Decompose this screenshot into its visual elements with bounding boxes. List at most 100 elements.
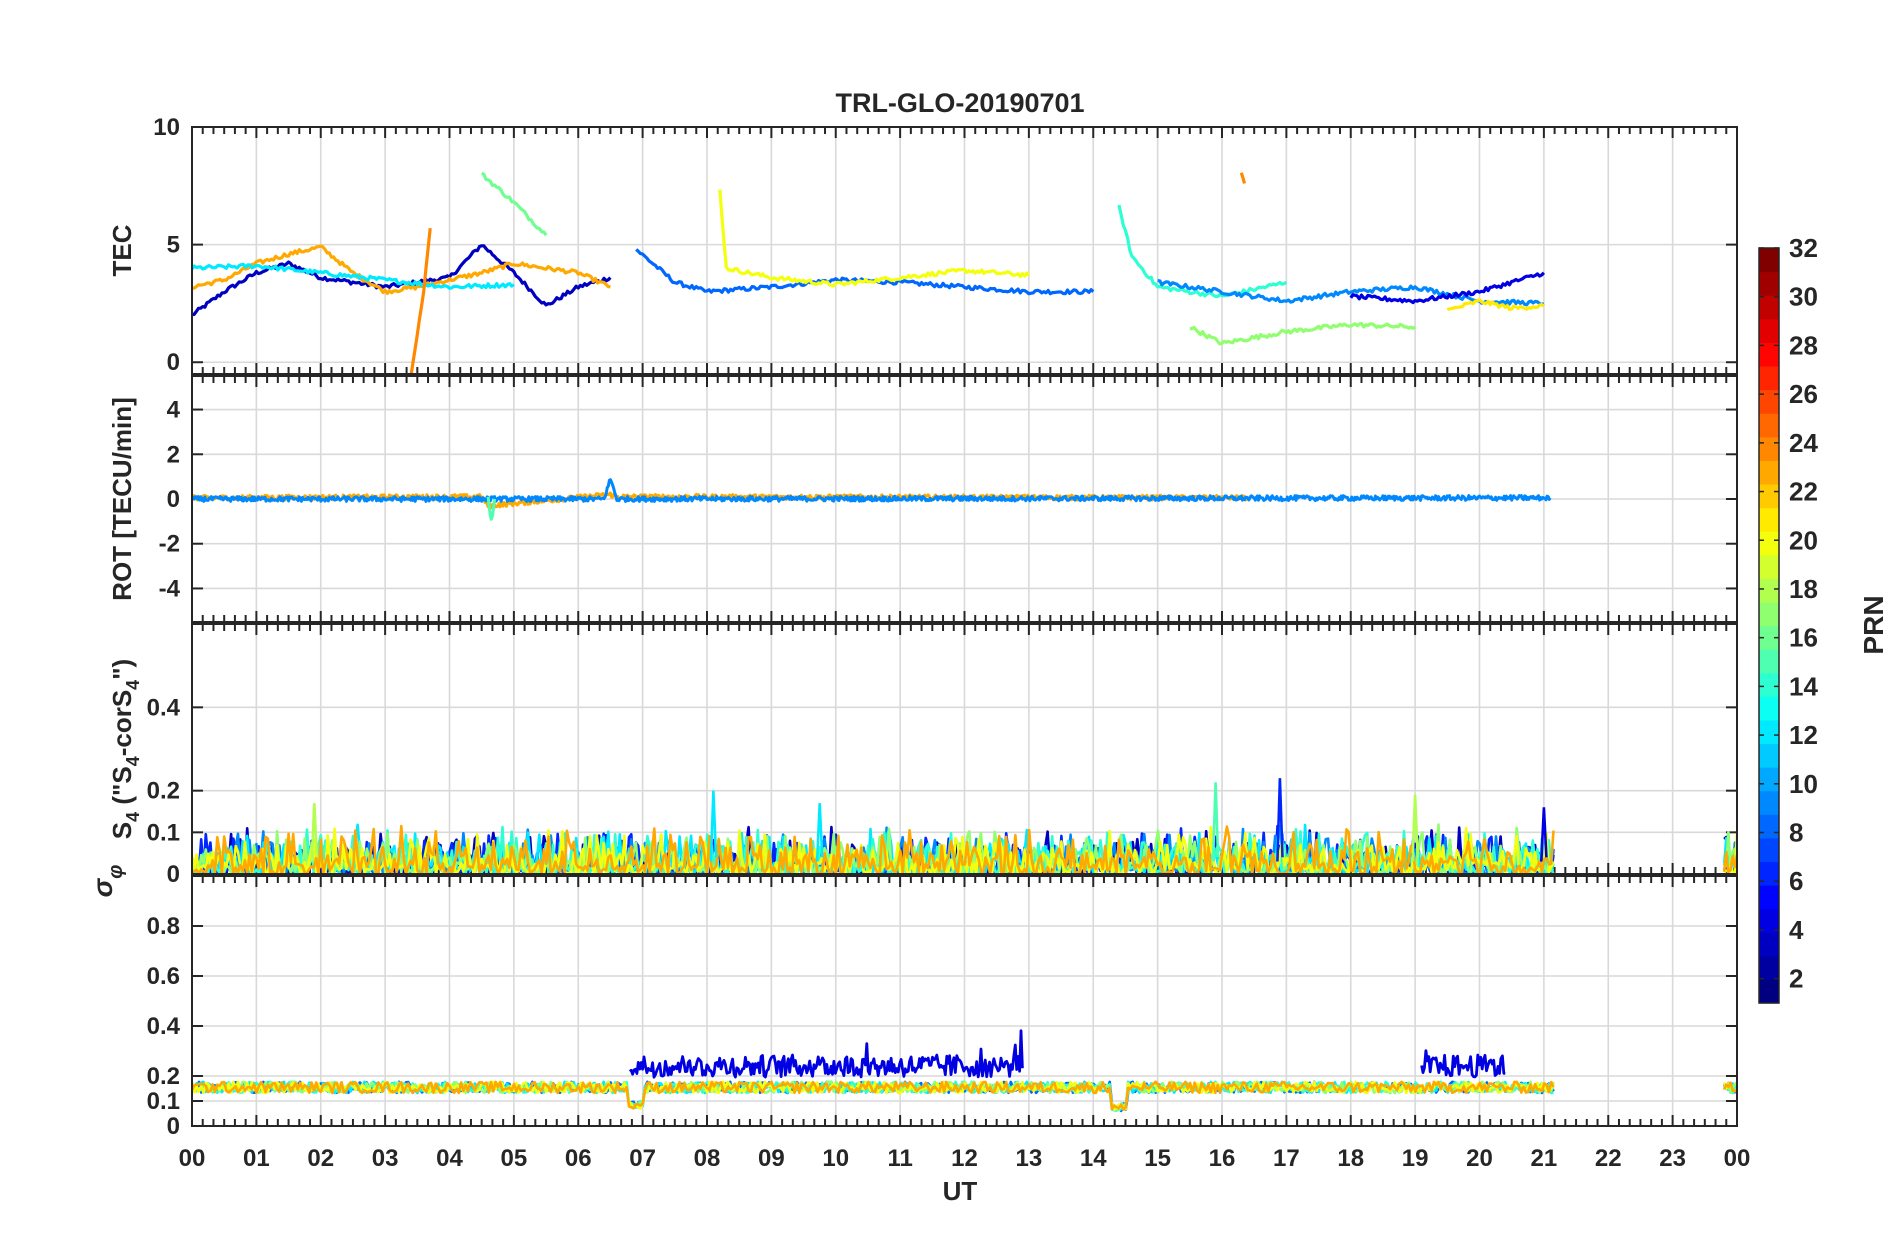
tec-series-prn-21 (1446, 298, 1545, 312)
rot-ylabel: ROT [TECU/min] (107, 397, 137, 601)
x-tick-label: 05 (501, 1145, 528, 1172)
sigma-phi-panel: 00.10.2 0.4 0.6 0.8 σφ (87, 865, 1738, 1140)
tec-series-prn-12 (192, 262, 515, 290)
x-tick-label: 21 (1531, 1145, 1558, 1172)
x-tick-label: 02 (307, 1145, 334, 1172)
rot-ytick-label: 4 (167, 397, 181, 424)
x-tick-label: 22 (1595, 1145, 1622, 1172)
colorbar-tick-label: 8 (1789, 818, 1803, 848)
x-tick-label: 15 (1144, 1145, 1171, 1172)
sigma-phi-elevated-prn-4 (1420, 1049, 1506, 1079)
colorbar-band (1759, 318, 1779, 343)
colorbar-band (1759, 719, 1779, 745)
colorbar-band (1759, 908, 1779, 933)
rot-series-prn-9 (192, 478, 1552, 503)
tec-series-prn-16 (480, 171, 548, 237)
colorbar-tick-label: 4 (1789, 915, 1804, 945)
colorbar-band (1759, 790, 1779, 815)
x-axis-label: UT (943, 1176, 978, 1206)
tec-series-prn-24 (1239, 172, 1247, 184)
colorbar-band (1759, 342, 1779, 367)
x-tick-label: 07 (629, 1145, 656, 1172)
colorbar-band (1759, 460, 1779, 485)
x-tick-label: 12 (951, 1145, 978, 1172)
colorbar-band (1759, 955, 1779, 981)
sigma-phi-ytick-label: 0.8 (147, 913, 180, 940)
rot-panel: -4 -2 0 2 4 ROT [TECU/min] (107, 375, 1738, 623)
tec-series-prn-24 (409, 228, 432, 374)
rot-ytick-label: -2 (159, 531, 180, 558)
colorbar-band (1759, 743, 1779, 768)
sigma-phi-ytick-label: 0.2 (147, 1063, 180, 1090)
s4-peak (310, 803, 319, 862)
colorbar-band (1759, 271, 1779, 296)
rot-ytick-label: 2 (167, 441, 180, 468)
colorbar-tick-label: 32 (1789, 233, 1818, 263)
tec-series-prn-14 (1117, 204, 1288, 299)
colorbar-band (1759, 436, 1779, 461)
sigma-phi-series-prn-23 (1722, 1081, 1737, 1093)
x-tick-label: 03 (372, 1145, 399, 1172)
x-tick-label: 01 (243, 1145, 270, 1172)
colorbar-band (1759, 861, 1779, 886)
s4-ytick-label: 0.4 (147, 694, 181, 721)
s4-series-prn-23 (192, 824, 1555, 874)
tec-series-prn-23 (192, 244, 611, 295)
colorbar-band (1759, 554, 1779, 579)
colorbar-tick-label: 22 (1789, 477, 1818, 507)
x-tick-label: 09 (758, 1145, 785, 1172)
colorbar-tick-label: 18 (1789, 574, 1818, 604)
sigma-phi-ytick-label: 0.1 (147, 1088, 180, 1115)
x-tick-label: 23 (1659, 1145, 1686, 1172)
x-tick-label: 04 (436, 1145, 463, 1172)
colorbar-band (1759, 625, 1779, 650)
tec-panel: 0 5 10 TEC (107, 114, 1738, 376)
s4-ytick-label: 0.1 (147, 819, 180, 846)
sigma-phi-ytick-label: 0.4 (147, 1013, 181, 1040)
colorbar-band (1759, 365, 1779, 391)
colorbar-band (1759, 483, 1779, 509)
x-tick-label: 00 (179, 1145, 206, 1172)
colorbar-band (1759, 696, 1779, 721)
tec-series-prn-20 (718, 189, 1031, 288)
colorbar-band (1759, 837, 1779, 863)
rot-series-prn-15 (486, 496, 497, 521)
colorbar-band (1759, 932, 1779, 957)
x-tick-label: 18 (1337, 1145, 1364, 1172)
colorbar-band (1759, 672, 1779, 697)
tec-series-prn-17 (1189, 321, 1416, 346)
s4-ylabel: S4 ("S4-corS4") (107, 659, 143, 839)
rot-ytick-label: -4 (159, 575, 181, 602)
colorbar-band (1759, 814, 1779, 839)
colorbar-band (1759, 767, 1779, 792)
colorbar-tick-label: 2 (1789, 964, 1803, 994)
colorbar-band (1759, 531, 1779, 556)
colorbar-band (1759, 578, 1779, 603)
x-tick-label: 17 (1273, 1145, 1300, 1172)
tec-ytick-label: 5 (167, 232, 180, 259)
tec-ytick-label: 10 (153, 114, 180, 141)
colorbar-band (1759, 601, 1779, 627)
colorbar-band (1759, 885, 1779, 910)
tec-series-prn-4 (1349, 271, 1546, 305)
colorbar-tick-label: 30 (1789, 282, 1818, 312)
s4-panel: 0 0.1 0.2 0.4S4 ("S4-corS4") (107, 623, 1738, 888)
colorbar-band (1759, 295, 1779, 320)
x-tick-label: 16 (1209, 1145, 1236, 1172)
s4-peak (1211, 782, 1220, 862)
x-tick-label: 19 (1402, 1145, 1429, 1172)
colorbar-label: PRN (1858, 595, 1889, 654)
tec-ytick-label: 0 (167, 349, 180, 376)
colorbar-tick-label: 20 (1789, 525, 1818, 555)
sigma-phi-ytick-label: 0 (167, 1113, 180, 1140)
colorbar-tick-label: 24 (1789, 428, 1818, 458)
colorbar-tick-label: 28 (1789, 330, 1818, 360)
s4-peak (709, 790, 718, 862)
x-axis: 00 01 02 03 04 05 06 07 08 09 10 11 12 13 14 15 16 17 18 19… (179, 1145, 1751, 1172)
colorbar-band (1759, 248, 1779, 273)
colorbar-tick-label: 26 (1789, 379, 1818, 409)
colorbar-tick-label: 6 (1789, 866, 1803, 896)
x-tick-label: 14 (1080, 1145, 1107, 1172)
